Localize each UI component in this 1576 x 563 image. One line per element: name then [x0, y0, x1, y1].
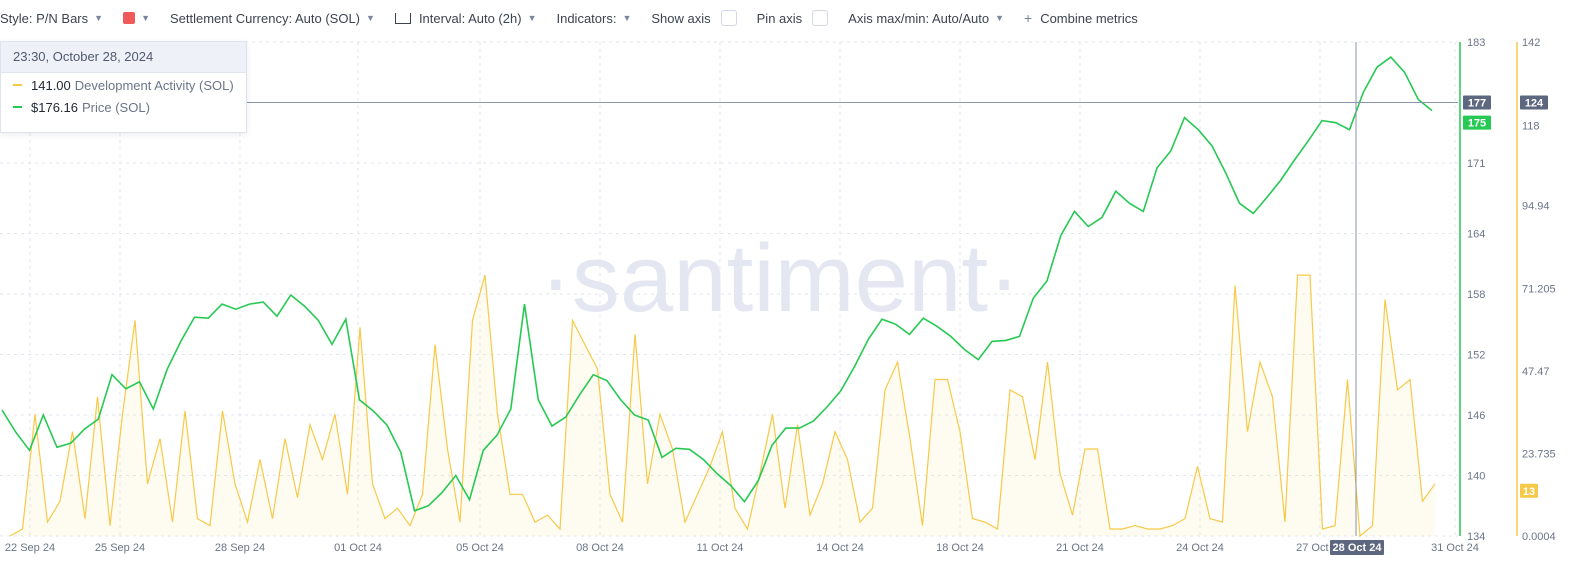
chart-tooltip: 23:30, October 28, 2024 141.00 Developme… [0, 41, 247, 133]
chart-canvas[interactable]: 22 Sep 24 25 Sep 24 28 Sep 24 01 Oct 24 05 O… [0, 36, 1576, 563]
x-tick-label: 25 Sep 24 [95, 542, 145, 554]
style-label: Style: P/N Bars [0, 10, 89, 26]
activity-current-badge: 13 [1523, 486, 1535, 498]
indicators-dropdown[interactable]: Indicators: ▼ [556, 11, 631, 26]
chevron-down-icon: ▼ [94, 13, 104, 23]
x-tick-label: 24 Oct 24 [1176, 542, 1224, 554]
activity-tick-label: 23.735 [1522, 448, 1556, 460]
date-crosshair-badge-bg [1330, 540, 1384, 555]
show-axis-toggle[interactable]: Show axis [651, 10, 737, 26]
pin-axis-label: Pin axis [756, 10, 803, 26]
tooltip-value: 141.00 [31, 77, 71, 93]
pin-axis-toggle[interactable]: Pin axis [757, 10, 829, 26]
x-tick-label: 01 Oct 24 [334, 542, 382, 554]
price-crosshair-badge: 177 [1468, 97, 1486, 109]
ruler-icon [394, 12, 411, 24]
activity-tick-label: 0.0004 [1522, 531, 1556, 543]
tooltip-value: $176.16 [31, 99, 78, 115]
tooltip-label: Price (SOL) [82, 99, 150, 115]
interval-label: Interval: Auto (2h) [418, 10, 522, 26]
price-tick-label: 183 [1467, 37, 1485, 49]
activity-line [9, 274, 1436, 538]
indicators-label: Indicators: [556, 10, 617, 26]
santiment-watermark: ·santiment· [540, 225, 1020, 332]
chevron-down-icon: ▼ [141, 13, 150, 23]
chevron-down-icon: ▼ [622, 13, 632, 23]
activity-crosshair-badge-bg [1520, 95, 1548, 110]
price-line [1, 56, 1433, 512]
price-tick-label: 134 [1467, 531, 1485, 543]
x-tick-label: 22 Sep 24 [5, 542, 55, 554]
x-tick-label: 31 Oct 24 [1431, 542, 1479, 554]
tooltip-row-price: $176.16 Price (SOL) [1, 97, 246, 117]
axis-maxmin-label: Axis max/min: Auto/Auto [848, 10, 990, 26]
activity-crosshair-badge: 124 [1525, 97, 1544, 109]
x-tick-label: 18 Oct 24 [936, 542, 984, 554]
interval-dropdown[interactable]: Interval: Auto (2h) ▼ [394, 10, 537, 26]
tooltip-row-activity: 141.00 Development Activity (SOL) [1, 75, 246, 95]
activity-tick-label: 94.94 [1522, 201, 1550, 213]
price-tick-label: 164 [1467, 229, 1485, 241]
date-crosshair-badge: 28 Oct 24 [1333, 542, 1383, 554]
x-tick-label: 21 Oct 24 [1056, 542, 1104, 554]
combine-metrics-label: Combine metrics [1040, 10, 1138, 26]
x-tick-label: 08 Oct 24 [576, 542, 624, 554]
x-tick-label: 11 Oct 24 [697, 542, 744, 554]
activity-area [10, 275, 1435, 536]
tooltip-label: Development Activity (SOL) [74, 77, 234, 93]
pin-axis-checkbox[interactable] [812, 10, 829, 26]
price-crosshair-badge-bg [1463, 95, 1491, 110]
x-tick-label: 28 Sep 24 [215, 542, 265, 554]
price-legend-marker [13, 106, 22, 108]
show-axis-checkbox[interactable] [720, 10, 737, 26]
settlement-currency-dropdown[interactable]: Settlement Currency: Auto (SOL) ▼ [170, 11, 375, 26]
activity-legend-marker [13, 84, 22, 86]
activity-tick-label: 47.47 [1522, 366, 1550, 378]
price-tick-label: 146 [1467, 410, 1485, 422]
price-current-badge: 175 [1468, 118, 1486, 130]
activity-tick-label: 71.205 [1522, 283, 1556, 295]
price-tick-label: 171 [1467, 158, 1485, 170]
plus-icon: + [1024, 10, 1033, 26]
settlement-currency-label: Settlement Currency: Auto (SOL) [169, 10, 361, 26]
tooltip-date: 23:30, October 28, 2024 [1, 42, 246, 73]
color-picker[interactable]: ▼ [123, 12, 150, 24]
activity-tick-label: 118 [1522, 120, 1540, 132]
combine-metrics-button[interactable]: + Combine metrics [1024, 10, 1138, 26]
price-tick-label: 152 [1467, 350, 1485, 362]
chevron-down-icon: ▼ [527, 13, 537, 23]
price-tick-label: 140 [1467, 471, 1485, 483]
color-swatch [123, 12, 136, 24]
activity-tick-label: 142 [1522, 37, 1540, 49]
price-tick-label: 158 [1467, 289, 1485, 301]
chevron-down-icon: ▼ [366, 13, 375, 23]
x-tick-label: 05 Oct 24 [456, 542, 504, 554]
price-current-badge-bg [1463, 115, 1491, 130]
x-tick-label: 14 Oct 24 [816, 542, 864, 554]
show-axis-label: Show axis [651, 10, 711, 26]
style-dropdown[interactable]: Style: P/N Bars ▼ [0, 11, 103, 26]
axis-maxmin-dropdown[interactable]: Axis max/min: Auto/Auto ▼ [848, 11, 1004, 26]
chevron-down-icon: ▼ [995, 13, 1004, 23]
toolbar: Style: P/N Bars ▼ ▼ Settlement Currency:… [0, 0, 1576, 36]
activity-current-badge-bg [1520, 483, 1538, 498]
